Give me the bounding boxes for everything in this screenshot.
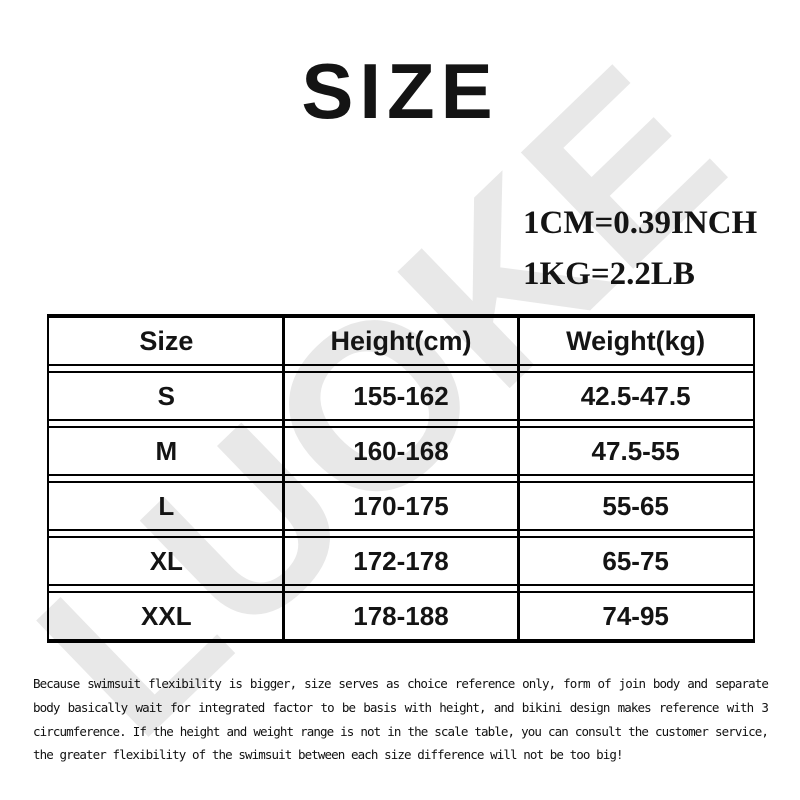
- disclaimer-line: the greater flexibility of the swimsuit …: [33, 747, 624, 763]
- column-header-height: Height(cm): [330, 325, 472, 356]
- weight-value: 74-95: [602, 600, 669, 631]
- weight-value: 47.5-55: [591, 435, 680, 466]
- kg-to-lb-conversion: 1KG=2.2LB: [523, 256, 695, 292]
- disclaimer-line: body basically wait for integrated facto…: [33, 699, 769, 715]
- table-header-row: Size Height(cm) Weight(kg): [49, 316, 753, 366]
- height-value: 155-162: [353, 380, 449, 411]
- table-row: L 170-175 55-65: [49, 481, 753, 531]
- page-title: SIZE: [301, 47, 499, 135]
- size-value: XXL: [141, 600, 192, 631]
- disclaimer-line: Because swimsuit flexibility is bigger, …: [33, 676, 769, 691]
- size-value: XL: [149, 545, 183, 576]
- height-value: 160-168: [353, 435, 449, 466]
- size-value: S: [157, 380, 175, 411]
- size-value: M: [155, 435, 178, 466]
- height-value: 170-175: [353, 490, 449, 521]
- column-header-size: Size: [139, 325, 194, 356]
- size-table: Size Height(cm) Weight(kg) S 155-162 42.…: [47, 314, 755, 643]
- column-divider: [517, 316, 520, 641]
- weight-value: 55-65: [602, 490, 669, 521]
- table-row: XXL 178-188 74-95: [49, 591, 753, 641]
- weight-value: 65-75: [602, 545, 669, 576]
- size-value: L: [158, 490, 175, 521]
- height-value: 178-188: [353, 600, 449, 631]
- column-divider: [282, 316, 285, 641]
- cm-to-inch-conversion: 1CM=0.39INCH: [523, 205, 758, 241]
- disclaimer-line: circumference. If the height and weight …: [33, 723, 769, 739]
- disclaimer-text: Because swimsuit flexibility is bigger, …: [33, 672, 769, 767]
- table-row: M 160-168 47.5-55: [49, 426, 753, 476]
- column-header-weight: Weight(kg): [566, 325, 706, 356]
- table-row: XL 172-178 65-75: [49, 536, 753, 586]
- height-value: 172-178: [353, 545, 449, 576]
- table-row: S 155-162 42.5-47.5: [49, 371, 753, 421]
- weight-value: 42.5-47.5: [580, 380, 691, 411]
- unit-conversion-block: 1CM=0.39INCH 1KG=2.2LB: [523, 198, 757, 300]
